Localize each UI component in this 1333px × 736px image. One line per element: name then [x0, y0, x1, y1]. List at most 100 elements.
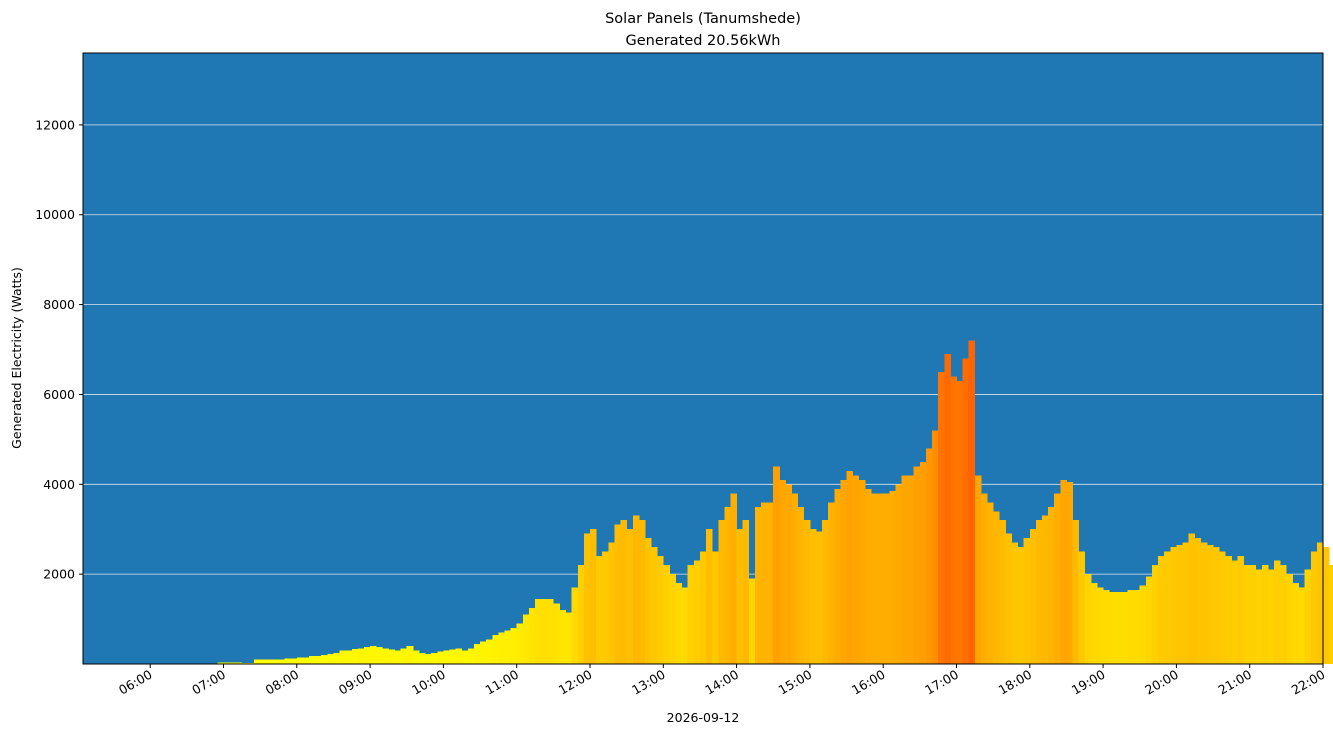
bar	[1243, 565, 1251, 664]
x-tick-label: 21:00	[1215, 667, 1254, 698]
bar	[480, 641, 487, 664]
plot-frame	[82, 52, 1324, 665]
bar	[345, 650, 353, 664]
bar	[1084, 574, 1092, 664]
bar	[449, 649, 457, 664]
bar	[1225, 556, 1232, 664]
bar	[394, 650, 402, 664]
bar	[339, 650, 347, 664]
bar	[473, 643, 481, 664]
bar	[1042, 515, 1049, 664]
bar	[1219, 551, 1226, 664]
bar	[724, 506, 731, 664]
bar	[754, 506, 762, 664]
bar	[919, 461, 927, 664]
bar	[1286, 574, 1293, 664]
bar	[596, 556, 603, 664]
bar	[987, 502, 994, 664]
bar	[980, 493, 988, 664]
bar	[1170, 547, 1177, 664]
bar	[712, 551, 719, 664]
bar	[614, 524, 621, 664]
x-tick-label: 10:00	[409, 667, 448, 698]
bar	[1304, 569, 1312, 664]
bar	[840, 479, 847, 664]
bar	[944, 354, 951, 664]
bar	[309, 655, 316, 664]
y-axis-label: Generated Electricity (Watts)	[9, 267, 24, 449]
bar	[1280, 565, 1287, 664]
bar	[528, 607, 536, 664]
x-tick-label: 06:00	[116, 667, 155, 698]
bar	[315, 655, 322, 664]
bar	[1188, 533, 1196, 664]
bar	[235, 662, 243, 664]
x-axis-label: 2026-09-12	[667, 710, 740, 725]
bar	[1109, 592, 1116, 664]
bar	[736, 529, 744, 664]
x-tick-label: 20:00	[1142, 667, 1181, 698]
bar	[651, 547, 658, 664]
bar	[254, 659, 261, 664]
bar	[302, 657, 310, 664]
bar	[1121, 592, 1128, 664]
bar	[290, 658, 298, 664]
bar	[1206, 544, 1214, 664]
bar	[1329, 565, 1333, 664]
bar	[1261, 565, 1269, 664]
bar	[437, 651, 444, 664]
bar	[583, 533, 591, 664]
x-tick-label: 13:00	[629, 667, 668, 698]
bar	[559, 610, 566, 664]
y-tick-label: 8000	[43, 297, 75, 312]
bar	[681, 587, 689, 664]
bar	[425, 654, 432, 664]
bar	[351, 649, 359, 664]
bar	[1316, 542, 1324, 664]
bar	[669, 574, 676, 664]
chart-subtitle: Generated 20.56kWh	[626, 33, 781, 49]
bar	[406, 646, 414, 664]
bar	[1268, 569, 1275, 664]
bar	[968, 340, 976, 664]
bar	[1292, 583, 1299, 664]
bar	[1213, 547, 1220, 664]
bar	[516, 623, 524, 664]
bar	[1096, 587, 1104, 664]
bar	[357, 648, 365, 664]
bar	[1078, 551, 1086, 664]
x-tick-label: 07:00	[189, 667, 228, 698]
bar	[400, 648, 408, 664]
bar	[266, 659, 273, 664]
bar	[767, 502, 774, 664]
bar	[993, 511, 1000, 664]
bar	[932, 430, 939, 664]
bar	[889, 491, 896, 664]
y-tick-label: 10000	[35, 207, 75, 222]
bar	[1090, 583, 1098, 664]
y-axis: 2000 4000 6000 8000 10000 12000	[35, 117, 83, 582]
bar	[1060, 479, 1067, 664]
bar	[1231, 560, 1238, 664]
bar	[522, 614, 530, 664]
x-tick-label: 18:00	[996, 667, 1035, 698]
bar	[229, 662, 237, 664]
bar	[1274, 560, 1281, 664]
bar	[363, 646, 371, 664]
bar	[1139, 585, 1147, 664]
bar	[535, 598, 542, 664]
bar	[742, 520, 750, 664]
bar	[217, 662, 224, 664]
x-tick-label: 19:00	[1069, 667, 1108, 698]
bar	[1323, 547, 1330, 664]
bar	[1023, 538, 1031, 664]
bar	[272, 659, 279, 664]
bar	[486, 639, 493, 664]
bar	[510, 628, 518, 664]
bar	[260, 659, 267, 664]
bar	[547, 598, 554, 664]
y-tick-label: 6000	[43, 387, 75, 402]
bar	[663, 565, 670, 664]
bar	[913, 466, 921, 664]
bar	[278, 659, 285, 664]
